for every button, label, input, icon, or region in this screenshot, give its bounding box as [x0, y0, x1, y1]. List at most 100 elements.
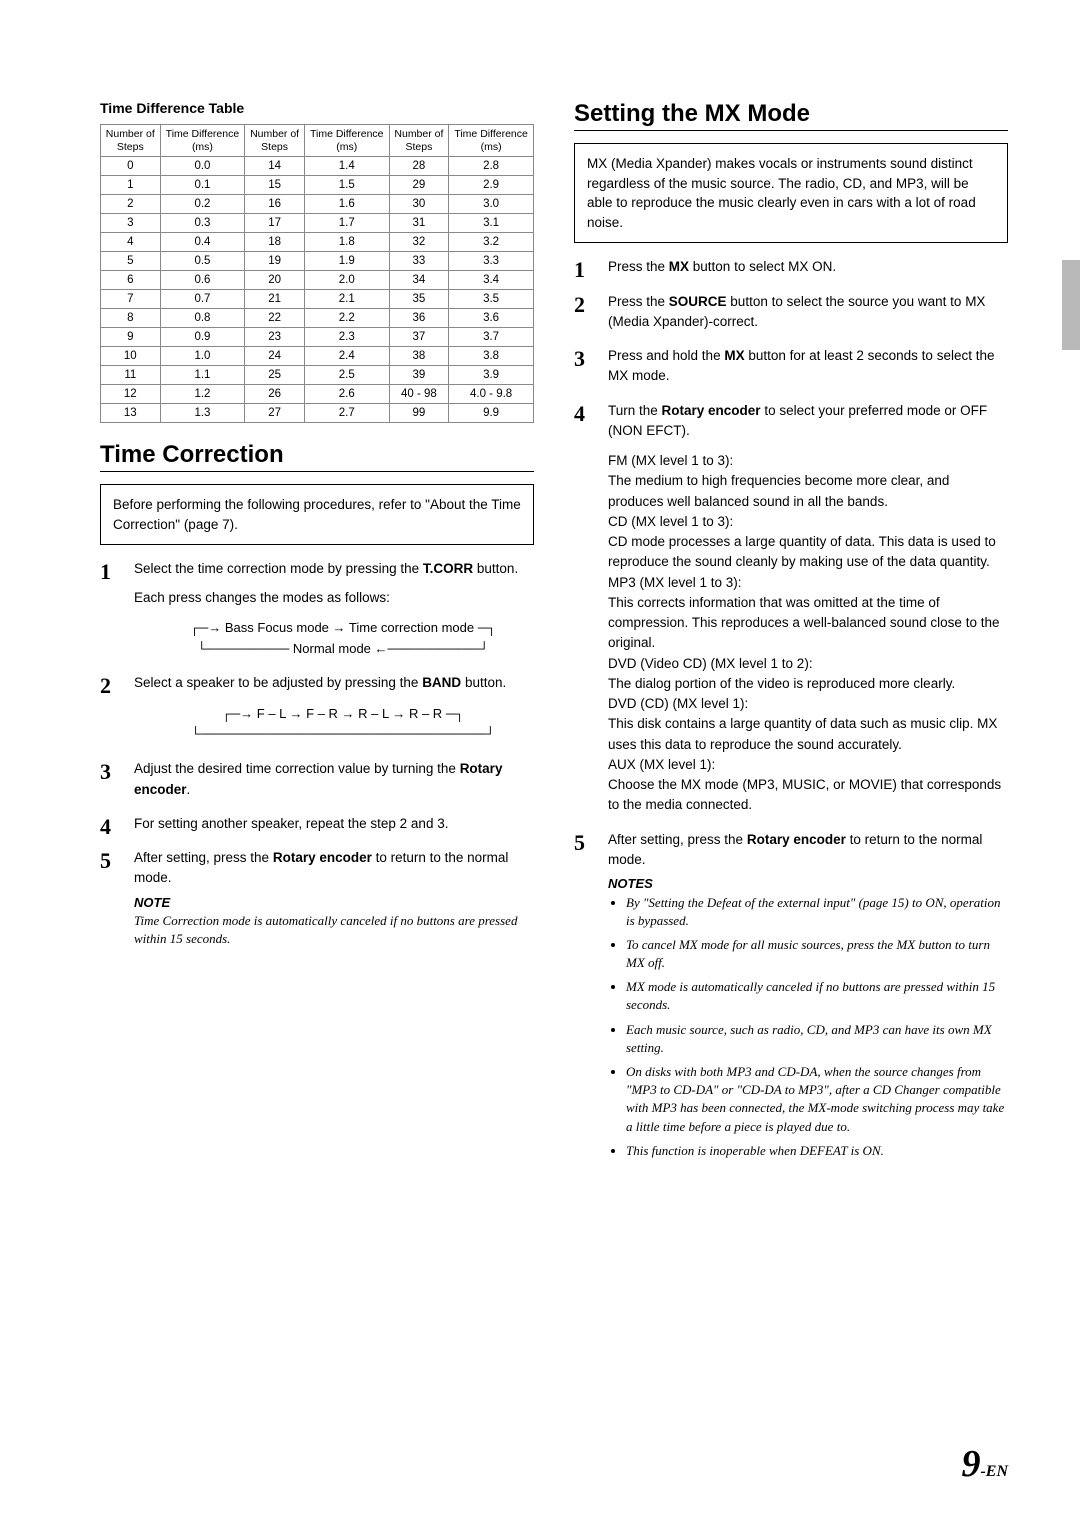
step-4: For setting another speaker, repeat the … — [100, 814, 534, 834]
tcorr-button-label: T.CORR — [423, 561, 473, 576]
table-cell: 1 — [101, 176, 161, 195]
table-row: 30.3171.7313.1 — [101, 214, 534, 233]
step-4: Turn the Rotary encoder to select your p… — [574, 401, 1008, 816]
mx-modes-block: FM (MX level 1 to 3):The medium to high … — [608, 451, 1008, 816]
step-1: Press the MX button to select MX ON. — [574, 257, 1008, 277]
notes-heading: NOTES — [608, 874, 1008, 894]
table-title: Time Difference Table — [100, 100, 534, 116]
table-cell: 0.0 — [160, 157, 245, 176]
table-cell: 3.5 — [449, 290, 534, 309]
note-item: This function is inoperable when DEFEAT … — [626, 1142, 1008, 1160]
table-cell: 2.2 — [304, 309, 389, 328]
table-cell: 9.9 — [449, 404, 534, 423]
table-cell: 1.1 — [160, 366, 245, 385]
page-content: Time Difference Table Number ofStepsTime… — [0, 0, 1080, 1214]
table-cell: 3.2 — [449, 233, 534, 252]
mx-mode-head: AUX (MX level 1): — [608, 755, 1008, 775]
section-title-mx-mode: Setting the MX Mode — [574, 100, 1008, 131]
mx-button-label: MX — [669, 259, 689, 274]
table-cell: 18 — [245, 233, 305, 252]
page-number: 9-EN — [961, 1442, 1008, 1486]
step-text: button. — [473, 561, 518, 576]
table-cell: 30 — [389, 195, 449, 214]
note-item: By "Setting the Defeat of the external i… — [626, 894, 1008, 930]
table-cell: 37 — [389, 328, 449, 347]
table-cell: 35 — [389, 290, 449, 309]
table-cell: 1.6 — [304, 195, 389, 214]
step-text: button to select MX ON. — [689, 259, 836, 274]
table-row: 90.9232.3373.7 — [101, 328, 534, 347]
table-cell: 32 — [389, 233, 449, 252]
table-cell: 22 — [245, 309, 305, 328]
table-cell: 3.9 — [449, 366, 534, 385]
table-cell: 15 — [245, 176, 305, 195]
table-cell: 1.4 — [304, 157, 389, 176]
table-row: 10.1151.5292.9 — [101, 176, 534, 195]
table-row: 80.8222.2363.6 — [101, 309, 534, 328]
page-number-value: 9 — [961, 1443, 980, 1485]
table-cell: 11 — [101, 366, 161, 385]
step-text: Turn the — [608, 403, 662, 418]
table-cell: 99 — [389, 404, 449, 423]
table-cell: 1.8 — [304, 233, 389, 252]
table-cell: 1.5 — [304, 176, 389, 195]
table-cell: 0.9 — [160, 328, 245, 347]
table-cell: 0.4 — [160, 233, 245, 252]
table-cell: 0.7 — [160, 290, 245, 309]
mx-mode-body: The medium to high frequencies become mo… — [608, 471, 1008, 512]
rotary-encoder-label: Rotary encoder — [662, 403, 761, 418]
time-difference-table: Number ofStepsTime Difference(ms)Number … — [100, 124, 534, 423]
mx-mode-body: The dialog portion of the video is repro… — [608, 674, 1008, 694]
table-header-cell: Number ofSteps — [245, 125, 305, 157]
table-cell: 2.5 — [304, 366, 389, 385]
table-cell: 36 — [389, 309, 449, 328]
table-row: 20.2161.6303.0 — [101, 195, 534, 214]
step-text: button. — [461, 675, 506, 690]
table-cell: 1.7 — [304, 214, 389, 233]
note-heading: NOTE — [134, 893, 534, 913]
note-item: Each music source, such as radio, CD, an… — [626, 1021, 1008, 1057]
table-cell: 2 — [101, 195, 161, 214]
table-row: 70.7212.1353.5 — [101, 290, 534, 309]
mx-mode-body: Choose the MX mode (MP3, MUSIC, or MOVIE… — [608, 775, 1008, 816]
table-cell: 3.3 — [449, 252, 534, 271]
table-cell: 8 — [101, 309, 161, 328]
table-cell: 2.0 — [304, 271, 389, 290]
band-button-label: BAND — [422, 675, 461, 690]
table-row: 00.0141.4282.8 — [101, 157, 534, 176]
step-text: After setting, press the — [608, 832, 747, 847]
table-cell: 2.7 — [304, 404, 389, 423]
right-column: Setting the MX Mode MX (Media Xpander) m… — [574, 100, 1008, 1174]
step-2: Press the SOURCE button to select the so… — [574, 292, 1008, 333]
page-number-suffix: -EN — [980, 1463, 1008, 1480]
step-3: Press and hold the MX button for at leas… — [574, 346, 1008, 387]
infobox-mx-mode: MX (Media Xpander) makes vocals or instr… — [574, 143, 1008, 243]
step-text: For setting another speaker, repeat the … — [134, 816, 448, 831]
section-title-time-correction: Time Correction — [100, 441, 534, 472]
source-button-label: SOURCE — [669, 294, 727, 309]
note-item: On disks with both MP3 and CD-DA, when t… — [626, 1063, 1008, 1136]
step-text: Adjust the desired time correction value… — [134, 761, 460, 776]
table-cell: 1.0 — [160, 347, 245, 366]
infobox-time-correction: Before performing the following procedur… — [100, 484, 534, 545]
step-subtext: Each press changes the modes as follows: — [134, 588, 534, 608]
table-header-cell: Number ofSteps — [101, 125, 161, 157]
table-cell: 3.1 — [449, 214, 534, 233]
cycle-text: → Bass Focus mode → Time correction mode — [208, 620, 474, 635]
table-cell: 29 — [389, 176, 449, 195]
table-cell: 5 — [101, 252, 161, 271]
table-header-cell: Time Difference(ms) — [160, 125, 245, 157]
table-cell: 2.4 — [304, 347, 389, 366]
rotary-encoder-label: Rotary encoder — [273, 850, 372, 865]
table-cell: 0.3 — [160, 214, 245, 233]
mx-button-label: MX — [724, 348, 744, 363]
table-cell: 3.0 — [449, 195, 534, 214]
table-cell: 0.6 — [160, 271, 245, 290]
table-cell: 4 — [101, 233, 161, 252]
table-cell: 2.1 — [304, 290, 389, 309]
table-cell: 0 — [101, 157, 161, 176]
table-row: 50.5191.9333.3 — [101, 252, 534, 271]
step-2: Select a speaker to be adjusted by press… — [100, 673, 534, 745]
note-body: Time Correction mode is automatically ca… — [134, 912, 534, 948]
step-text: Select a speaker to be adjusted by press… — [134, 675, 422, 690]
